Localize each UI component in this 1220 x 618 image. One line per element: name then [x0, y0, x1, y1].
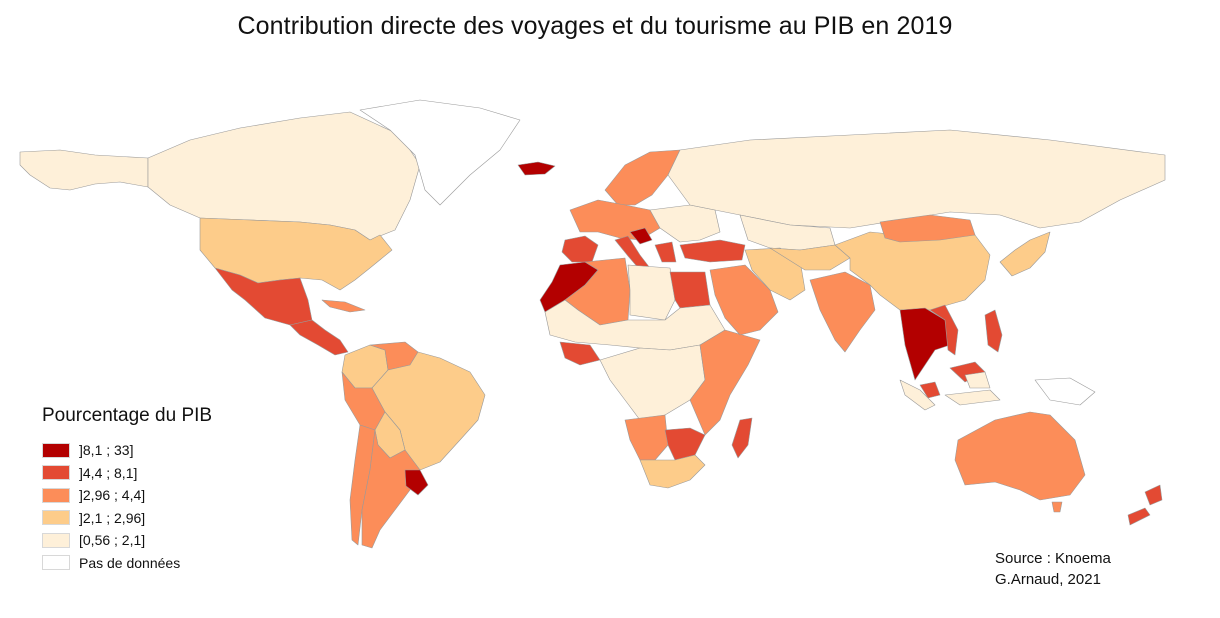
region-zimbabwe [664, 427, 706, 461]
region-mexico [214, 267, 313, 326]
source-line: Source : Knoema [995, 550, 1111, 567]
source-credit: Source : Knoema G.Arnaud, 2021 [995, 548, 1111, 590]
region-iceland [517, 161, 556, 176]
region-tasmania [1051, 501, 1063, 513]
region-libya [627, 264, 676, 321]
legend-title: Pourcentage du PIB [42, 405, 213, 426]
legend-swatch-c3 [42, 487, 70, 503]
region-central-america [289, 319, 349, 356]
region-new-zealand [1127, 484, 1163, 526]
legend-row-c4: ]4,4 ; 8,1] [42, 462, 212, 485]
legend-row-c5: ]8,1 ; 33] [42, 439, 212, 462]
region-indonesia [899, 371, 1001, 411]
legend-swatch-c2 [42, 510, 70, 526]
region-saudi-arabia [709, 264, 779, 336]
region-turkey [679, 239, 746, 263]
region-sahel [544, 299, 726, 351]
region-spain [561, 235, 599, 263]
region-india [809, 271, 876, 353]
region-thailand-cambodia [899, 307, 951, 381]
region-east-africa [689, 329, 761, 436]
legend-row-c1: [0,56 ; 2,1] [42, 529, 212, 552]
region-alaska [19, 149, 149, 191]
legend-label-c2: ]2,1 ; 2,96] [79, 509, 146, 526]
map-title: Contribution directe des voyages et du t… [237, 12, 953, 40]
region-vietnam [929, 304, 959, 356]
region-greenland [359, 99, 521, 206]
region-mongolia [879, 214, 976, 243]
region-japan-korea [999, 231, 1051, 277]
legend-label-c5: ]8,1 ; 33] [79, 442, 134, 459]
region-philippines [984, 309, 1003, 353]
region-croatia [629, 227, 653, 245]
region-egypt [669, 271, 711, 309]
legend-label-c0: Pas de données [79, 554, 181, 571]
region-russia [667, 129, 1166, 229]
map-legend: Pourcentage du PIB ]8,1 ; 33] ]4,4 ; 8,1… [42, 405, 212, 574]
region-papua [1034, 377, 1096, 406]
region-angola-namibia [624, 414, 669, 461]
region-south-africa [639, 454, 706, 489]
region-argentina [361, 429, 421, 549]
legend-swatch-c4 [42, 465, 70, 481]
legend-swatch-c0 [42, 555, 70, 571]
legend-label-c3: ]2,96 ; 4,4] [79, 487, 146, 504]
legend-row-c0: Pas de données [42, 552, 212, 575]
legend-swatch-c5 [42, 442, 70, 458]
region-australia [954, 411, 1086, 501]
region-eastern-europe [649, 204, 721, 243]
region-canada [147, 111, 421, 241]
legend-label-c1: [0,56 ; 2,1] [79, 532, 146, 549]
region-cuba [321, 299, 366, 313]
legend-row-c3: ]2,96 ; 4,4] [42, 484, 212, 507]
region-central-africa [599, 344, 706, 421]
legend-label-c4: ]4,4 ; 8,1] [79, 464, 138, 481]
region-uruguay [404, 469, 429, 496]
legend-swatch-c1 [42, 532, 70, 548]
region-madagascar [731, 417, 753, 459]
region-scandinavia [604, 149, 681, 206]
region-west-africa [559, 341, 601, 366]
legend-row-c2: ]2,1 ; 2,96] [42, 507, 212, 530]
author-line: G.Arnaud, 2021 [995, 571, 1101, 588]
